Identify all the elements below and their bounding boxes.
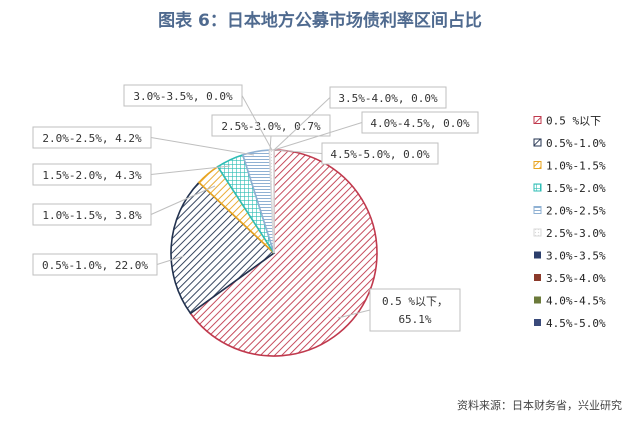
legend-label: 4.0%-4.5% (546, 295, 606, 308)
legend-item: 1.0%-1.5% (533, 160, 606, 173)
callout-box (32, 253, 158, 276)
legend-item: 2.0%-2.5% (533, 205, 606, 218)
callout-leader (156, 255, 185, 265)
legend-label: 1.5%-2.0% (546, 182, 606, 195)
legend-label: 2.0%-2.5% (546, 205, 606, 218)
pie-slice (189, 149, 378, 357)
callout-label: 4.5%-5.0%, 0.0% (330, 148, 430, 161)
legend-item: 4.5%-5.0% (534, 317, 606, 330)
callout-leader (150, 185, 216, 215)
legend-item: 2.5%-3.0% (533, 227, 606, 240)
callout-label: 2.5%-3.0%, 0.7% (221, 120, 321, 133)
callout-label: 3.0%-3.5%, 0.0% (133, 90, 233, 103)
legend-label: 1.0%-1.5% (546, 160, 606, 173)
callout-label: 3.5%-4.0%, 0.0% (338, 92, 438, 105)
callout-label: 0.5%-1.0%, 22.0% (42, 259, 148, 272)
pie-callouts: 0.5 %以下， 65.1% 0.5%-1.0%, 22.0% 1.0%-1.5%, … (32, 84, 479, 332)
legend-label: 4.5%-5.0% (546, 317, 606, 330)
legend-item: 1.5%-2.0% (533, 182, 606, 195)
callout-leader (273, 149, 323, 154)
callout-leader (273, 97, 331, 151)
source-note: 资料来源：日本财务省，兴业研究 (457, 399, 622, 412)
legend-item: 0.5%-1.0% (533, 137, 606, 150)
legend-swatch (533, 138, 542, 147)
legend-swatch (534, 319, 541, 326)
callout-box (329, 86, 447, 109)
legend-item: 0.5 %以下 (533, 115, 601, 128)
callout-leader (273, 122, 363, 151)
legend-swatch (533, 161, 542, 169)
legend-swatch (533, 228, 542, 237)
callout-label: 4.0%-4.5%, 0.0% (370, 117, 470, 130)
legend: 0.5 %以下 0.5%-1.0% 1.0%-1.5% 1.5%-2.0% 2.0%-2… (533, 115, 606, 330)
callout-box (123, 84, 243, 107)
callout-box (369, 288, 461, 332)
legend-swatch (533, 116, 542, 124)
legend-label: 2.5%-3.0% (546, 227, 606, 240)
callout-leader (150, 165, 231, 175)
callout-leader (241, 95, 273, 151)
callout-value: 65.1% (398, 313, 431, 326)
callout-label: 2.0%-2.5%, 4.2% (42, 132, 142, 145)
pie-slices (170, 149, 378, 357)
callout-leader (150, 137, 255, 156)
callout-box (32, 126, 152, 149)
legend-item: 3.0%-3.5% (534, 250, 606, 263)
legend-swatch (533, 206, 542, 214)
callout-label: 0.5 %以下， (382, 295, 448, 308)
callout-box (32, 163, 152, 186)
callout-label: 1.5%-2.0%, 4.3% (42, 169, 142, 182)
legend-label: 0.5 %以下 (546, 115, 601, 128)
callout-leader (337, 309, 371, 319)
legend-label: 3.0%-3.5% (546, 250, 606, 263)
callout-label: 1.0%-1.5%, 3.8% (42, 209, 142, 222)
callout-box (321, 142, 439, 165)
legend-label: 0.5%-1.0% (546, 137, 606, 150)
callout-box (361, 111, 479, 134)
legend-swatch (534, 296, 541, 304)
chart-title: 图表 6：日本地方公募市场债利率区间占比 (158, 11, 482, 31)
legend-swatch (533, 183, 542, 192)
legend-item: 4.0%-4.5% (534, 295, 606, 308)
legend-label: 3.5%-4.0% (546, 272, 606, 285)
callout-box (32, 203, 152, 226)
legend-swatch (534, 251, 541, 259)
callout-box (211, 114, 331, 137)
pie-slice (170, 181, 276, 315)
legend-swatch (534, 274, 541, 281)
legend-item: 3.5%-4.0% (534, 272, 606, 285)
